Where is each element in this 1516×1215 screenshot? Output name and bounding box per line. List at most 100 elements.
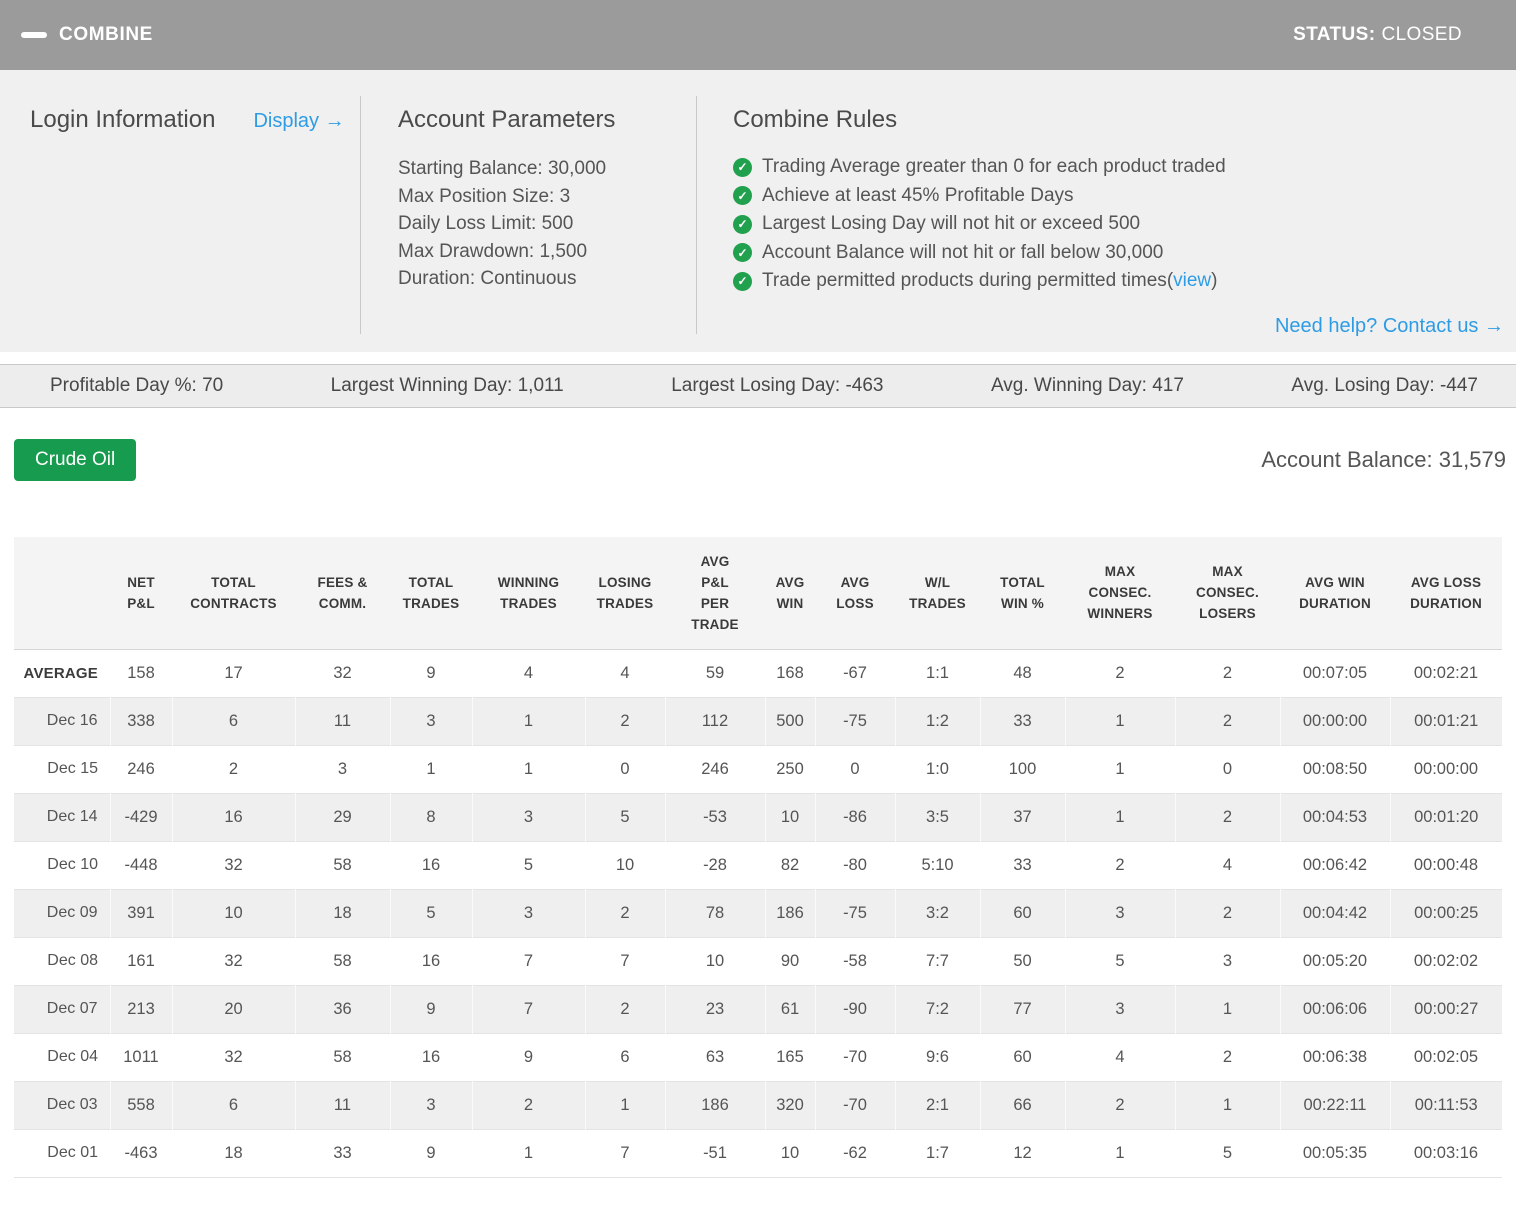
cell: -463	[124, 1143, 158, 1162]
table-row: Dec 08 161 32 58 16 7 7 10 90 -58 7:7 50 5 3 00:05:20 0…	[14, 937, 1502, 985]
parameter-line: Duration: Continuous	[398, 268, 577, 289]
cell: -75	[814, 889, 895, 937]
cell: 1011	[123, 1047, 159, 1066]
cell: 100	[1008, 759, 1037, 778]
cell: 558	[109, 1081, 172, 1129]
cell: 161	[127, 951, 155, 970]
combine-panel-header: COMBINE STATUS: CLOSED	[0, 0, 1516, 70]
cell: 6	[171, 1081, 295, 1129]
cell: 10	[171, 889, 295, 937]
view-link[interactable]: view	[1173, 270, 1212, 291]
cell: -70	[843, 1047, 867, 1066]
table-row: Dec 07 213 20 36 9 7 2 23 61 -90 7:2 77 3 1 00:06:06 00…	[14, 985, 1502, 1033]
login-information-heading: Login Information	[30, 106, 216, 133]
rule-text: Largest Losing Day will not hit or excee…	[762, 213, 1141, 234]
cell: 1	[1174, 985, 1280, 1033]
cell: 9	[523, 1047, 534, 1066]
cell: -429	[109, 793, 172, 841]
contact-us-link[interactable]: Need help? Contact us →	[1274, 315, 1504, 337]
cell: 00:00:00	[1413, 759, 1479, 778]
cell: 58	[333, 951, 352, 970]
combine-rules-list: ✓ Trading Average greater than 0 for each…	[733, 153, 1516, 296]
row-label: Dec 03	[46, 1096, 98, 1113]
cell: 4	[620, 663, 630, 682]
cell: 00:01:20	[1389, 793, 1502, 841]
cell: 60	[979, 889, 1065, 937]
account-parameters-heading: Account Parameters	[398, 106, 616, 133]
column-header: TOTAL TRADES	[390, 537, 472, 650]
cell: 1:7	[926, 1143, 949, 1162]
column-header: MAX CONSEC. WINNERS	[1065, 537, 1175, 650]
status-badge: STATUS: CLOSED	[1293, 24, 1462, 46]
cell: 16	[421, 1047, 441, 1066]
cell: 3	[471, 889, 585, 937]
cell: 250	[776, 759, 804, 778]
cell: 50	[1013, 951, 1032, 970]
cell: 3	[1064, 985, 1175, 1033]
check-circle-icon: ✓	[733, 186, 752, 206]
column-header: NET P&L	[110, 537, 172, 650]
table-row: AVERAGE 158 17 32 9 4 4 59 168 -67 1:1 48 2 2 00:07:05…	[14, 649, 1502, 697]
row-label: Dec 04	[47, 1048, 98, 1065]
rule-text: Trading Average greater than 0 for each …	[762, 156, 1226, 177]
cell: 00:01:21	[1389, 697, 1502, 745]
collapse-panel-button[interactable]	[20, 24, 47, 46]
cell: 33	[979, 697, 1065, 745]
rule-text: Trade permitted products during permitte…	[762, 270, 1167, 291]
cell: 2	[1174, 793, 1280, 841]
cell: 1:0	[926, 759, 949, 778]
cell: 32	[333, 663, 352, 682]
cell: 213	[109, 985, 172, 1033]
cell: 37	[979, 793, 1065, 841]
cell: 112	[664, 697, 765, 745]
column-header: TOTAL WIN %	[980, 537, 1065, 650]
cell: 11	[294, 1081, 390, 1129]
cell: -80	[843, 855, 867, 874]
stat-item: Avg. Winning Day: 417	[990, 375, 1184, 396]
minus-icon	[20, 32, 47, 38]
cell: 3:5	[894, 793, 980, 841]
cell: 6	[620, 1047, 630, 1066]
column-header: FEES & COMM.	[295, 537, 390, 650]
cell: 32	[224, 1047, 243, 1066]
table-row: Dec 15 246 2 3 1 1 0 246 250 0 1:0 100 1 0 00:08:50 00:…	[14, 745, 1502, 793]
cell: 3	[389, 1081, 472, 1129]
rule-text: Achieve at least 45% Profitable Days	[762, 184, 1074, 206]
cell: 7	[471, 985, 585, 1033]
cell: 3	[389, 697, 472, 745]
cell: 1	[1115, 759, 1125, 778]
cell: 158	[127, 663, 155, 682]
display-link[interactable]: Display →	[253, 110, 345, 132]
check-circle-icon: ✓	[733, 157, 752, 177]
column-header: AVG LOSS DURATION	[1390, 537, 1502, 650]
account-parameters-list: Starting Balance: 30,000 Max Position Siz…	[398, 155, 696, 293]
cell: 48	[1013, 663, 1032, 682]
cell: 3:2	[894, 889, 980, 937]
cell: -67	[843, 663, 867, 682]
column-header: AVG LOSS	[815, 537, 895, 650]
vertical-divider	[696, 96, 697, 334]
rule-item: ✓ Largest Losing Day will not hit or exce…	[733, 210, 1516, 239]
cell: 32	[224, 951, 243, 970]
cell: 2	[1064, 1081, 1175, 1129]
cell: 1	[1064, 697, 1175, 745]
cell: 63	[705, 1047, 725, 1066]
row-label: Dec 14	[46, 808, 98, 825]
cell: 1	[471, 697, 585, 745]
product-tab-crude-oil[interactable]: Crude Oil	[14, 439, 137, 481]
column-header: MAX CONSEC. LOSERS	[1175, 537, 1280, 650]
cell: 77	[979, 985, 1065, 1033]
cell: 2	[1174, 697, 1280, 745]
cell: 1	[1174, 1081, 1280, 1129]
cell: 1	[1115, 1143, 1125, 1162]
cell: 3	[337, 759, 348, 778]
check-circle-icon: ✓	[733, 271, 752, 291]
cell: 9	[426, 1143, 436, 1162]
row-label: Dec 01	[47, 1144, 98, 1161]
cell: 2	[584, 985, 665, 1033]
cell: 1:2	[894, 697, 980, 745]
table-row: Dec 04 1011 32 58 16 9 6 63 165 -70 9:6 60 4 2 00:06:3…	[14, 1033, 1502, 1081]
cell: -51	[703, 1143, 727, 1162]
column-header: AVG WIN	[765, 537, 815, 650]
cell: 00:02:02	[1413, 951, 1479, 970]
